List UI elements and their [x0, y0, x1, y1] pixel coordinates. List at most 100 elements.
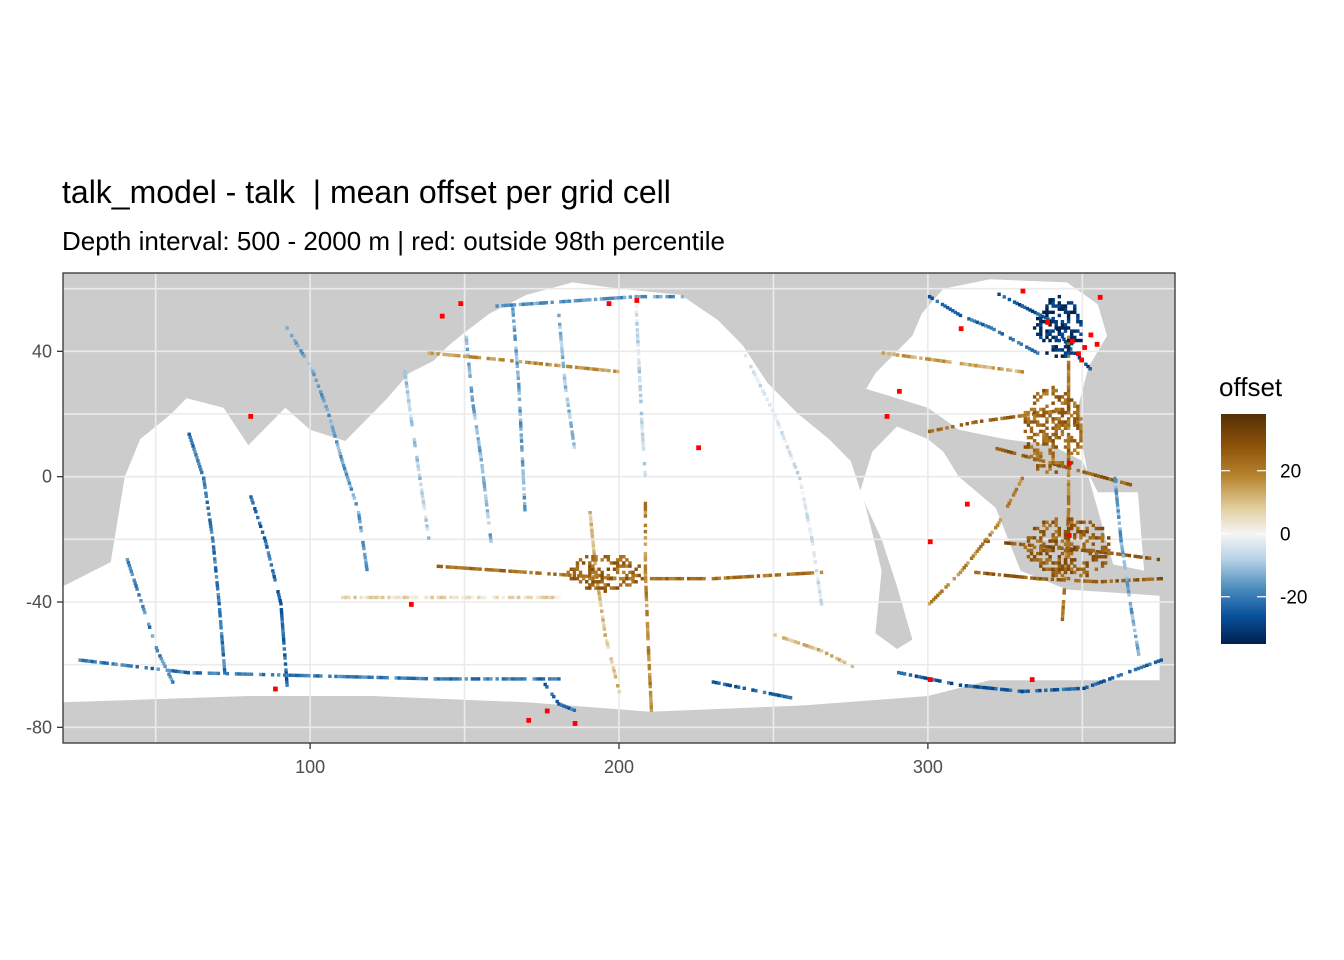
- grid-cell: [211, 539, 215, 543]
- grid-cell: [1002, 687, 1007, 692]
- outlier-cell: [439, 313, 445, 319]
- outlier-cell: [544, 708, 550, 714]
- grid-cell: [521, 481, 526, 485]
- grid-cell: [1051, 420, 1055, 424]
- grid-cell: [452, 677, 456, 681]
- grid-cell: [576, 298, 580, 303]
- grid-cell: [640, 432, 645, 437]
- grid-cell: [1039, 451, 1043, 456]
- grid-cell: [1124, 575, 1129, 579]
- grid-cell: [517, 391, 521, 396]
- grid-cell: [597, 567, 601, 571]
- grid-cell: [1044, 577, 1049, 581]
- grid-cell: [192, 447, 196, 451]
- grid-cell: [1042, 429, 1046, 434]
- grid-cell: [484, 503, 489, 507]
- grid-cell: [1057, 555, 1062, 559]
- grid-cell: [635, 328, 640, 332]
- grid-cell: [612, 669, 616, 673]
- grid-cell: [603, 589, 607, 593]
- grid-cell: [815, 575, 820, 579]
- grid-cell: [219, 626, 223, 630]
- grid-cell: [559, 703, 564, 707]
- grid-cell: [276, 673, 281, 677]
- grid-cell: [1079, 520, 1083, 524]
- grid-cell: [527, 360, 532, 365]
- grid-cell: [1114, 488, 1118, 493]
- grid-cell: [927, 429, 932, 434]
- grid-cell: [1118, 533, 1123, 537]
- grid-cell: [595, 367, 599, 372]
- grid-cell: [126, 560, 131, 565]
- grid-cell: [1057, 407, 1062, 412]
- grid-cell: [554, 677, 558, 681]
- grid-cell: [590, 528, 594, 533]
- grid-cell: [215, 587, 220, 591]
- grid-cell: [301, 673, 305, 678]
- grid-cell: [1066, 388, 1071, 393]
- grid-cell: [803, 503, 807, 507]
- grid-cell: [594, 580, 598, 584]
- grid-cell: [1091, 523, 1095, 528]
- grid-cell: [1036, 312, 1040, 316]
- grid-cell: [1085, 561, 1089, 565]
- grid-cell: [560, 346, 564, 351]
- grid-cell: [805, 512, 809, 516]
- grid-cell: [615, 564, 620, 568]
- grid-cell: [476, 595, 481, 600]
- grid-cell: [1051, 392, 1055, 396]
- grid-cell: [1057, 348, 1062, 352]
- grid-cell: [1006, 573, 1010, 578]
- grid-cell: [1094, 558, 1099, 562]
- grid-cell: [490, 568, 494, 572]
- grid-cell: [754, 688, 758, 693]
- grid-cell: [1116, 512, 1121, 516]
- grid-cell: [1045, 388, 1049, 393]
- grid-cell: [251, 501, 255, 505]
- grid-cell: [729, 575, 734, 580]
- grid-cell: [1036, 351, 1040, 355]
- grid-cell: [804, 571, 809, 575]
- grid-cell: [470, 398, 475, 402]
- grid-cell: [1051, 561, 1055, 565]
- grid-cell: [1060, 617, 1065, 622]
- grid-cell: [480, 467, 485, 471]
- grid-cell: [547, 595, 552, 600]
- grid-cell: [472, 567, 476, 571]
- grid-cell: [279, 602, 283, 606]
- grid-cell: [984, 323, 988, 328]
- grid-cell: [581, 576, 586, 581]
- grid-cell: [640, 417, 644, 422]
- grid-cell: [612, 561, 617, 565]
- grid-cell: [1057, 338, 1062, 343]
- grid-cell: [1110, 676, 1115, 680]
- grid-cell: [1051, 304, 1055, 308]
- grid-cell: [1103, 545, 1108, 550]
- grid-cell: [484, 567, 488, 572]
- grid-cell: [1057, 558, 1062, 562]
- grid-cell: [521, 472, 525, 476]
- grid-cell: [1017, 369, 1022, 374]
- grid-cell: [1026, 410, 1031, 415]
- grid-cell: [412, 440, 417, 445]
- grid-cell: [603, 633, 607, 637]
- grid-cell: [1066, 341, 1071, 346]
- grid-cell: [474, 425, 479, 429]
- grid-cell: [1051, 536, 1055, 540]
- grid-cell: [756, 574, 761, 578]
- grid-cell: [521, 475, 526, 479]
- grid-cell: [597, 591, 601, 596]
- grid-cell: [489, 677, 493, 681]
- grid-cell: [1088, 471, 1092, 476]
- grid-cell: [788, 451, 792, 455]
- grid-cell: [1079, 536, 1083, 540]
- grid-cell: [991, 686, 995, 691]
- grid-cell: [507, 595, 512, 600]
- grid-cell: [111, 662, 115, 666]
- grid-cell: [1032, 558, 1037, 562]
- grid-cell: [362, 595, 367, 600]
- grid-cell: [1051, 401, 1055, 405]
- grid-cell: [518, 359, 523, 364]
- grid-cell: [1066, 567, 1071, 571]
- grid-cell: [538, 595, 543, 600]
